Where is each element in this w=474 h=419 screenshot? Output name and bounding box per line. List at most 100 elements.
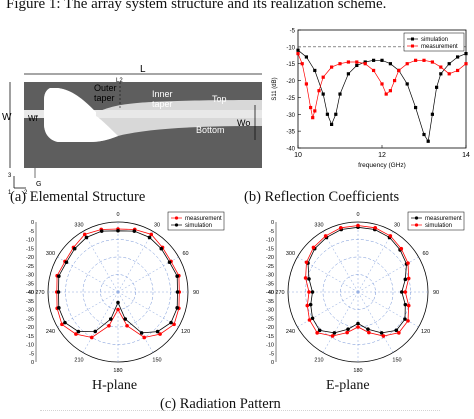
radial-tick-label-lower: -5 (29, 351, 34, 357)
angle-tick-label: 90 (433, 290, 439, 296)
polar-spoke (322, 291, 359, 353)
polar-point-measurement (394, 328, 399, 333)
angle-tick-label: 270 (35, 290, 44, 296)
legend-marker (174, 216, 179, 220)
polar-point-simulation (139, 331, 144, 335)
data-point-measurement (414, 58, 418, 62)
radial-tick-label-lower: -25 (266, 316, 274, 322)
data-point-simulation (414, 105, 418, 110)
cropped-text-remnant (40, 410, 440, 419)
radial-tick-label: -40 (266, 290, 274, 296)
polar-grid-ring (322, 256, 394, 328)
data-point-measurement (393, 78, 397, 83)
data-point-measurement (309, 105, 313, 110)
polar-point-simulation (93, 329, 98, 334)
data-point-simulation (338, 92, 342, 96)
polar-point-simulation (116, 228, 120, 233)
legend-label: measurement (421, 44, 458, 50)
radial-tick-label-lower: 0 (271, 360, 274, 366)
polar-point-simulation (305, 303, 310, 308)
polar-point-simulation (397, 331, 401, 335)
radial-tick-label: 0 (271, 220, 274, 226)
bottom-conductor (24, 118, 262, 168)
polar-point-measurement (107, 324, 111, 328)
polar-point-measurement (403, 302, 408, 307)
data-point-simulation (439, 72, 443, 76)
radial-tick-label: -25 (26, 264, 34, 270)
data-point-simulation (296, 48, 300, 52)
polar-point-simulation (132, 229, 137, 233)
radial-tick-label-lower: -40 (266, 290, 274, 296)
radial-tick-label: -10 (266, 238, 274, 244)
polar-point-simulation (175, 306, 179, 310)
data-point-measurement (439, 65, 443, 69)
radial-tick-label-lower: -20 (26, 325, 34, 331)
polar-point-simulation (311, 245, 316, 250)
data-point-simulation (405, 82, 409, 86)
data-point-measurement (313, 109, 317, 113)
x-tick-label: 12 (378, 152, 386, 159)
polar-point-measurement (346, 327, 350, 331)
data-point-measurement (363, 62, 367, 66)
radial-tick-label-lower: -30 (266, 308, 274, 314)
data-point-simulation (435, 85, 439, 89)
radial-tick-label: -20 (266, 255, 274, 261)
data-point-measurement (447, 72, 451, 76)
polar-point-simulation (356, 223, 360, 228)
y-axis-label: S11 (dB) (272, 77, 278, 100)
data-point-measurement (317, 89, 321, 93)
polar-point-simulation (338, 225, 343, 230)
radial-tick-label-lower: -10 (266, 343, 274, 349)
data-point-simulation (321, 92, 325, 96)
y-tick-label: -25 (286, 96, 295, 102)
h-plane-label: H-plane (92, 378, 138, 393)
label-G: G (36, 181, 41, 188)
angle-tick-label: 120 (421, 329, 430, 335)
polar-point-simulation (108, 317, 113, 321)
top-conductor (24, 82, 262, 112)
angle-tick-label: 210 (314, 358, 323, 364)
data-point-simulation (304, 55, 308, 59)
x-axis-label: frequency (GHz) (358, 162, 406, 169)
data-point-measurement (321, 75, 325, 79)
polar-point-measurement (116, 307, 120, 312)
angle-tick-label: 30 (394, 222, 400, 228)
polar-point-simulation (116, 300, 120, 305)
angle-tick-label: 180 (353, 368, 362, 374)
label-Wo: Wo (237, 118, 250, 128)
polar-point-measurement (149, 232, 154, 237)
radial-tick-label-lower: -30 (26, 308, 34, 314)
angle-tick-label: 150 (392, 358, 401, 364)
data-point-simulation (380, 58, 384, 62)
polar-point-simulation (345, 330, 349, 335)
polar-point-measurement (307, 277, 311, 281)
polar-point-measurement (317, 328, 322, 333)
legend-marker (411, 37, 414, 41)
angle-tick-label: 180 (113, 368, 122, 374)
legend-label: measurement (425, 216, 462, 222)
polar-point-simulation (406, 276, 411, 281)
polar-point-measurement (332, 331, 337, 335)
legend-box (403, 32, 465, 52)
polar-point-simulation (175, 290, 180, 294)
legend-label: simulation (425, 223, 452, 229)
label-L: L (140, 64, 146, 75)
data-point-simulation (372, 58, 376, 62)
data-point-measurement (397, 68, 401, 73)
polar-point-simulation (147, 235, 152, 240)
label-inner-taper: taper (152, 99, 173, 109)
data-point-measurement (388, 89, 392, 93)
caption-b: (b) Reflection Coefficients (244, 189, 400, 205)
polar-point-measurement (172, 322, 176, 327)
polar-point-simulation (315, 331, 319, 335)
radial-tick-label: 0 (31, 220, 34, 226)
radial-tick-label-lower: 0 (31, 360, 34, 366)
polar-point-simulation (399, 246, 404, 251)
legend-box (407, 211, 465, 231)
data-point-simulation (388, 62, 392, 66)
polar-point-measurement (74, 332, 78, 336)
polar-point-simulation (84, 235, 89, 240)
polar-point-simulation (307, 290, 311, 294)
y-tick-label: -35 (286, 130, 295, 136)
polar-point-simulation (406, 319, 410, 323)
